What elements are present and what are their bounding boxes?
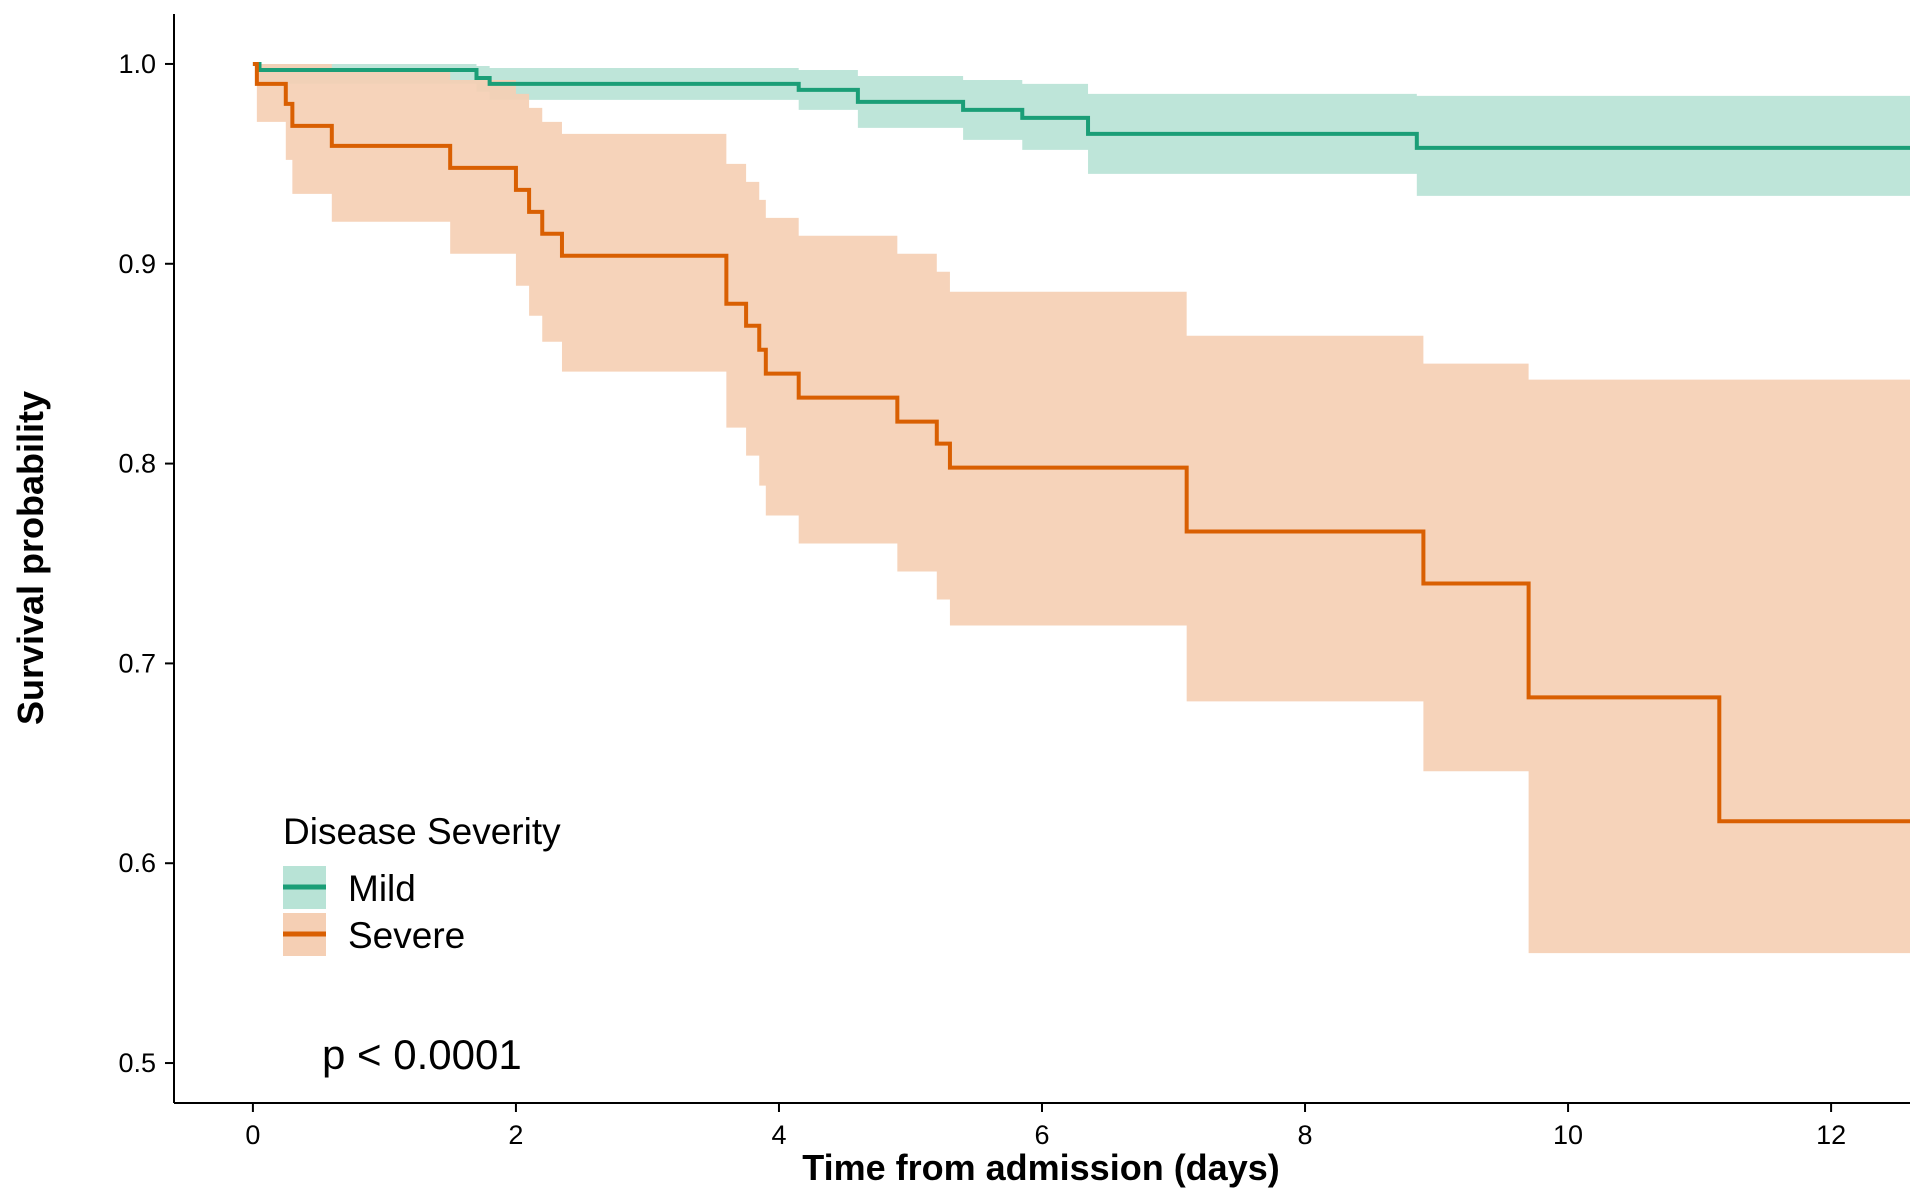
x-tick-label: 8 [1298,1120,1313,1150]
confidence-bands [252,63,1911,954]
ci-band-severe [252,63,1911,954]
x-tick-label: 2 [508,1120,523,1150]
survival-curves [252,61,1910,824]
legend-item-severe: Severe [283,913,465,956]
legend: Disease Severity Mild Severe [283,811,561,956]
legend-title: Disease Severity [283,811,561,852]
survival-line-mild [252,61,1910,150]
y-tick-label: 1.0 [118,49,156,79]
y-tick-label: 0.6 [118,848,156,878]
x-axis-title: Time from admission (days) [802,1147,1279,1188]
y-tick-label: 0.5 [118,1048,156,1078]
x-tick-label: 10 [1553,1120,1583,1150]
y-tick-label: 0.7 [118,648,156,678]
x-tick-label: 0 [245,1120,260,1150]
x-tick-label: 12 [1816,1120,1846,1150]
x-axis-ticks: 0 2 4 6 8 10 12 [245,1103,1846,1150]
x-tick-label: 6 [1034,1120,1049,1150]
y-axis-ticks: 0.5 0.6 0.7 0.8 0.9 1.0 [118,49,174,1078]
y-tick-label: 0.8 [118,449,156,479]
ci-band-mild [252,63,1911,196]
legend-label-mild: Mild [348,868,416,909]
p-value-annotation: p < 0.0001 [322,1031,522,1078]
legend-label-severe: Severe [348,915,465,956]
x-tick-label: 4 [771,1120,786,1150]
survival-line-severe [252,61,1910,824]
legend-item-mild: Mild [283,866,416,909]
y-tick-label: 0.9 [118,249,156,279]
y-axis-title: Survival probability [10,391,51,725]
